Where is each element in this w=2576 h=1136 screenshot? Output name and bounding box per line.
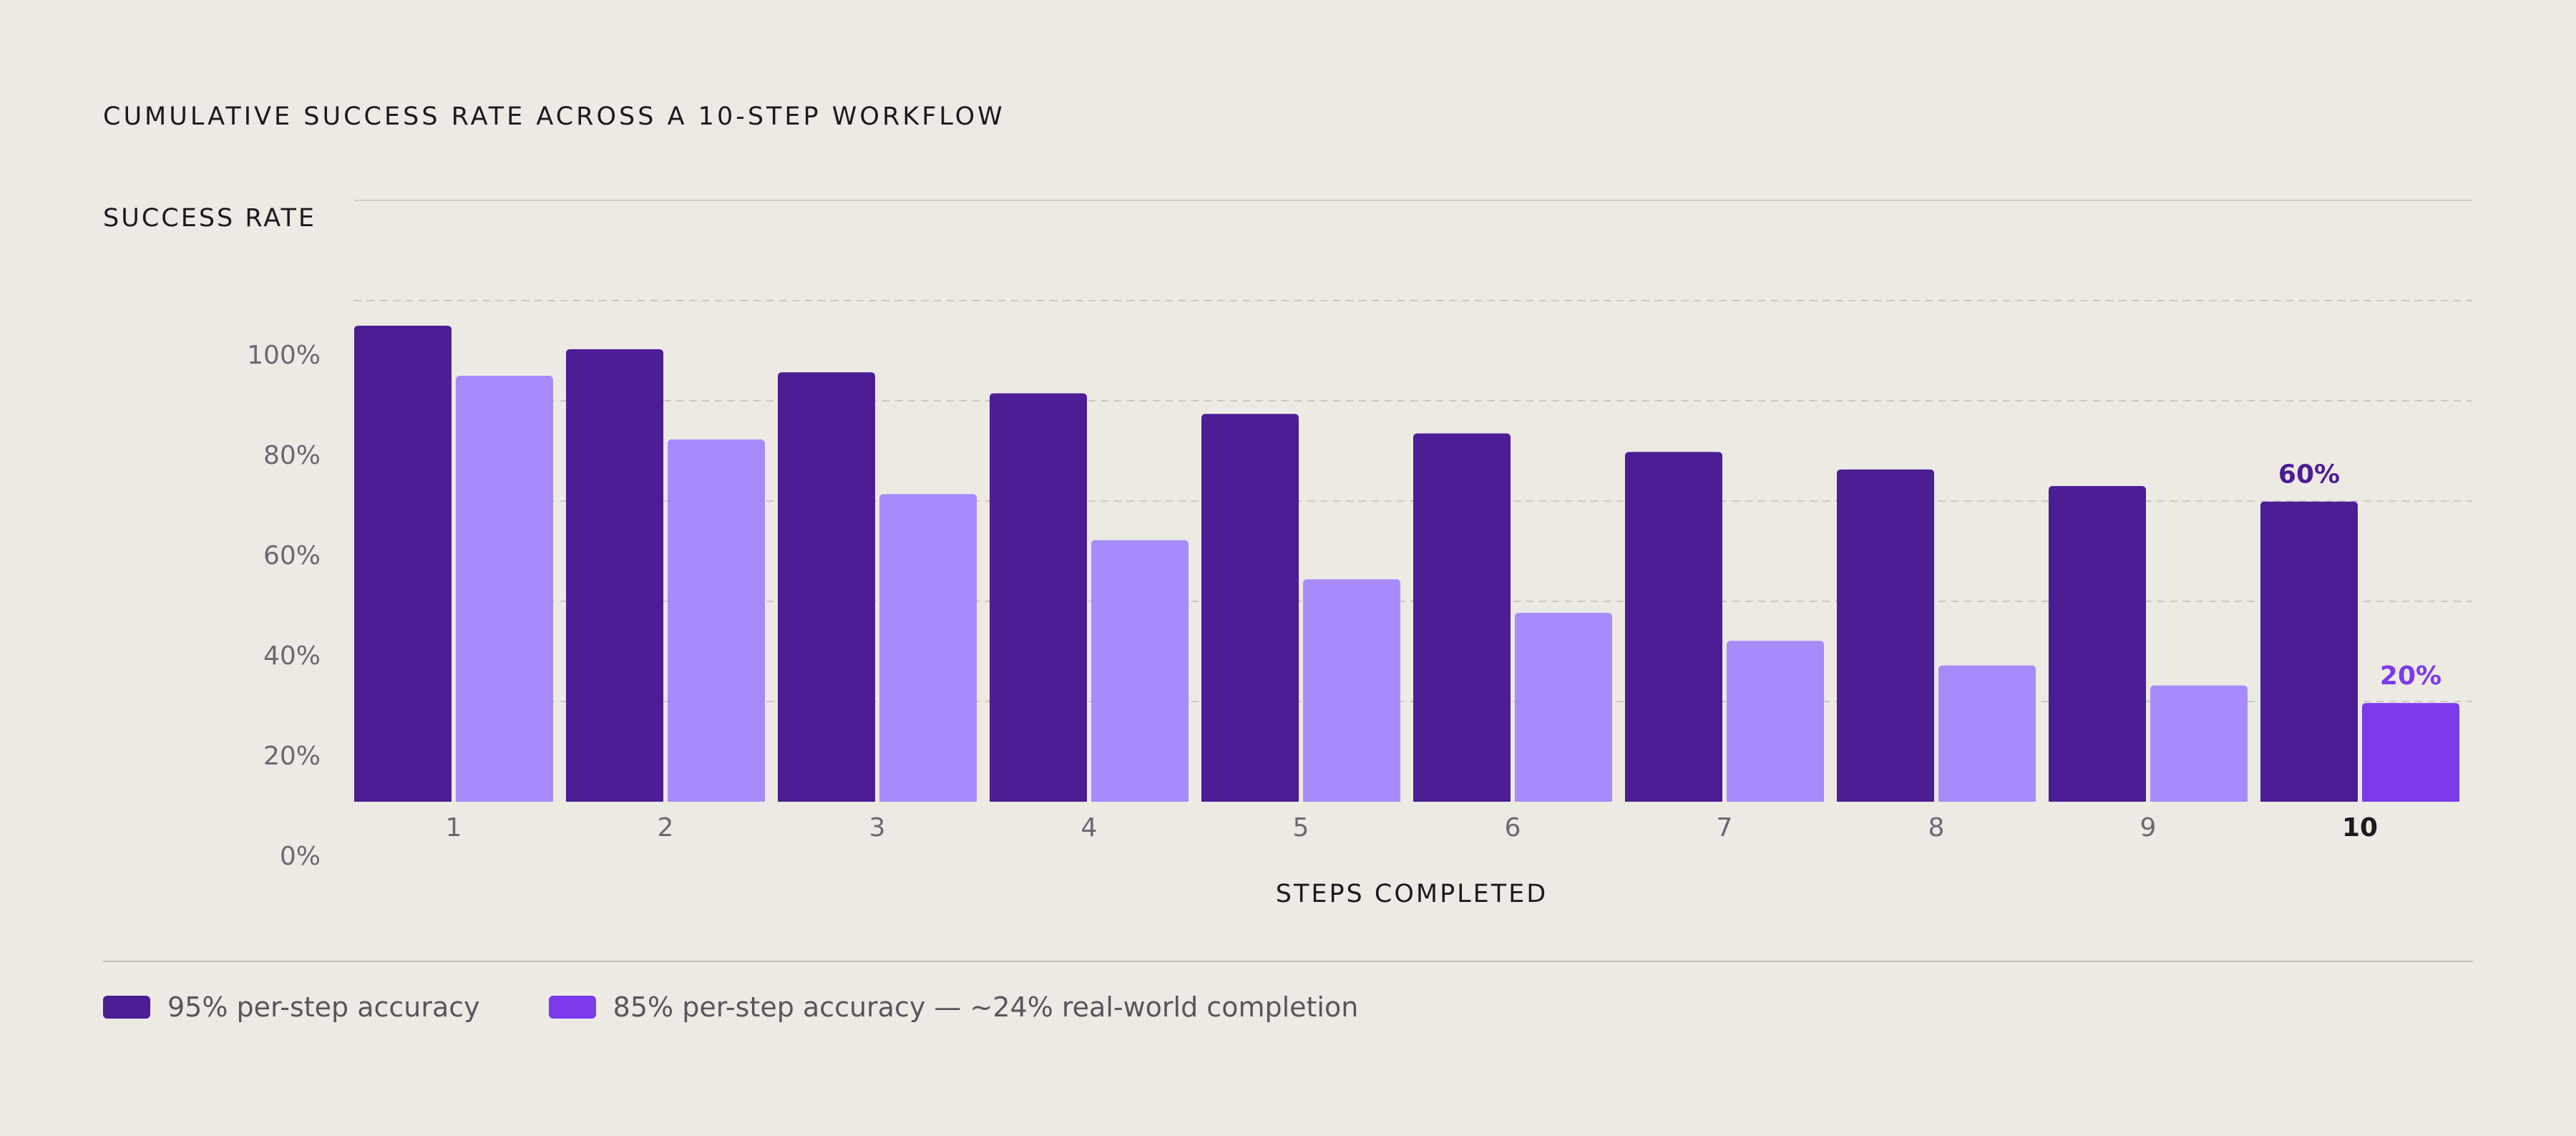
x-tick-label: 3: [869, 813, 886, 843]
bar-series2-step-2: [668, 439, 765, 802]
y-tick-label: 40%: [263, 641, 321, 671]
labels: 0% 20% 40% 60% 80% 100% 1 2 3 4 5 6 7 8 9 10 60% 20%: [247, 341, 2441, 871]
x-tick-label: 8: [1928, 813, 1945, 843]
legend-item-95: 95% per-step accuracy: [103, 994, 480, 1021]
bar-series1-step-6: [1413, 433, 1511, 802]
y-tick-label: 100%: [247, 341, 321, 370]
bar-chart: 0% 20% 40% 60% 80% 100% 1 2 3 4 5 6 7 8 9 10 60% 20% SUCC…: [103, 200, 2472, 908]
bar-series1-step-3: [778, 372, 875, 802]
bar-series2-step-1: [456, 376, 553, 802]
bar-series1-step-8: [1837, 469, 1934, 802]
bar-series1-step-9: [2049, 486, 2146, 802]
bar-series2-step-9: [2150, 685, 2248, 802]
x-tick-label: 9: [2140, 813, 2157, 843]
data-label: 20%: [2380, 661, 2441, 691]
x-tick-label: 1: [446, 813, 462, 843]
y-tick-label: 80%: [263, 441, 321, 470]
bar-series2-step-4: [1091, 540, 1189, 802]
legend-label-85: 85% per-step accuracy — ~24% real-world …: [613, 991, 1359, 1023]
legend-swatch-85: [548, 996, 596, 1019]
legend-swatch-95: [103, 996, 150, 1019]
legend-divider: [103, 961, 2473, 962]
x-tick-label: 6: [1505, 813, 1521, 843]
legend: 95% per-step accuracy 85% per-step accur…: [103, 994, 1427, 1021]
bars: [354, 326, 2459, 802]
bar-series1-step-5: [1201, 414, 1299, 802]
bar-series2-step-10: [2362, 703, 2459, 802]
x-tick-label: 7: [1717, 813, 1733, 843]
x-tick-label: 10: [2342, 813, 2378, 843]
x-tick-label: 5: [1293, 813, 1309, 843]
data-label: 60%: [2278, 460, 2340, 490]
bar-series2-step-8: [1938, 665, 2036, 802]
x-tick-label: 4: [1081, 813, 1098, 843]
legend-label-95: 95% per-step accuracy: [167, 991, 480, 1023]
bar-series2-step-3: [879, 494, 977, 802]
bar-series1-step-4: [990, 393, 1087, 802]
y-tick-label: 20%: [263, 742, 321, 771]
legend-item-85: 85% per-step accuracy — ~24% real-world …: [548, 991, 1359, 1023]
bar-series1-step-1: [354, 326, 452, 802]
y-tick-label: 0%: [280, 842, 321, 871]
bar-series2-step-7: [1727, 641, 1824, 802]
bar-series2-step-6: [1515, 613, 1612, 802]
bar-series1-step-2: [566, 349, 663, 802]
x-tick-label: 2: [658, 813, 674, 843]
x-axis-label: STEPS COMPLETED: [1276, 880, 1548, 908]
chart-title: CUMULATIVE SUCCESS RATE ACROSS A 10-STEP…: [103, 102, 1005, 131]
bar-series2-step-5: [1303, 579, 1400, 802]
bar-series1-step-10: [2260, 501, 2358, 802]
y-tick-label: 60%: [263, 541, 321, 571]
bar-series1-step-7: [1625, 452, 1722, 802]
y-axis-label: SUCCESS RATE: [103, 204, 316, 233]
